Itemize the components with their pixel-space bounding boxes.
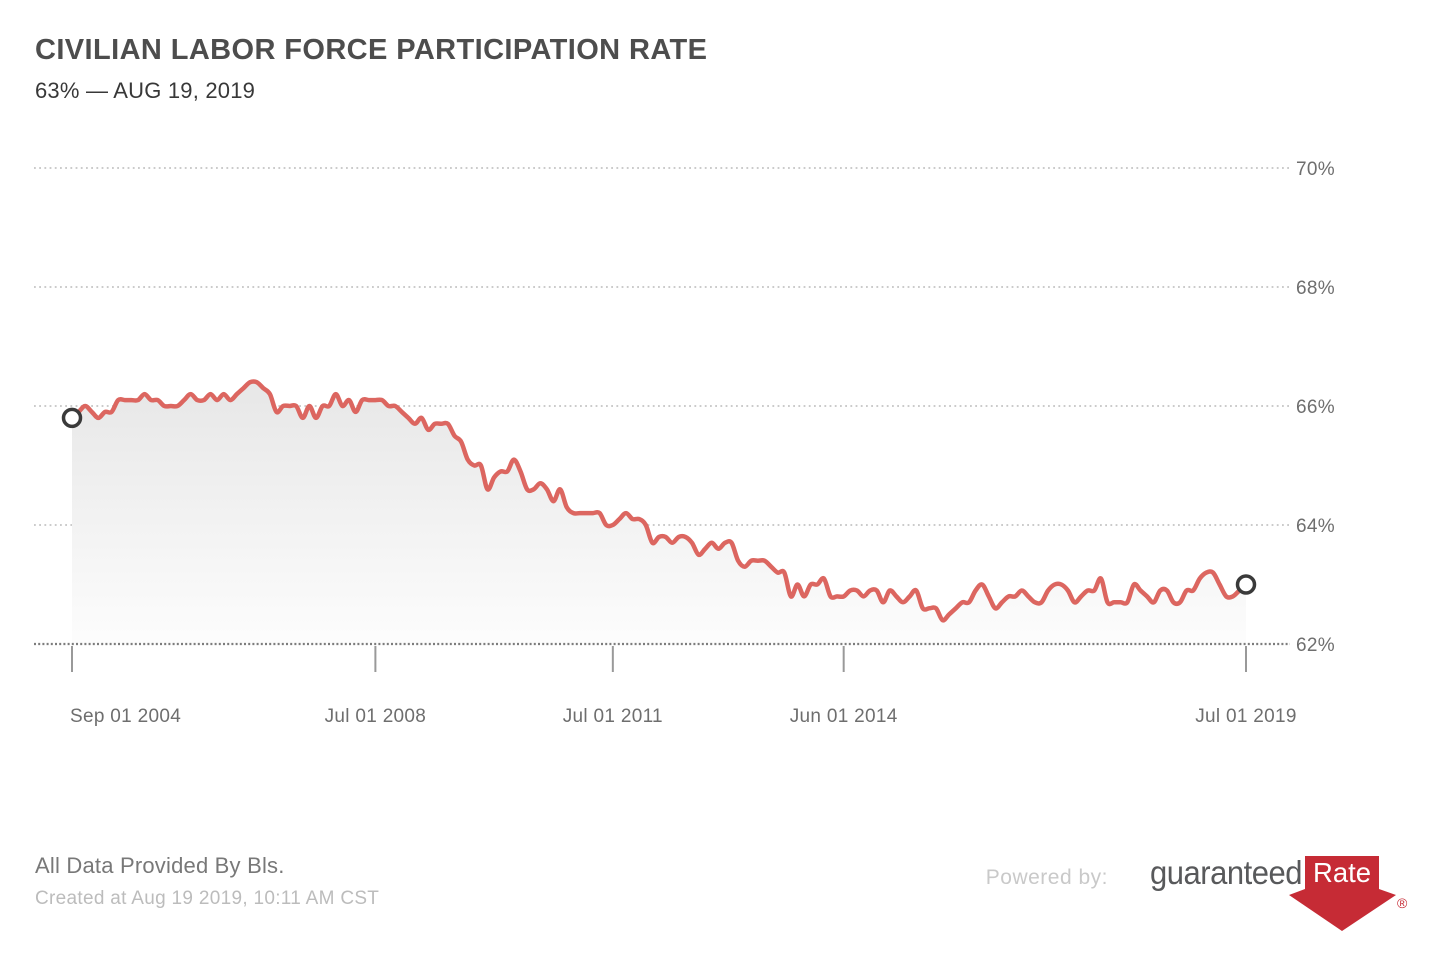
series-area-fill — [72, 381, 1246, 645]
footer-branding: Powered by: guaranteed Rate ® — [986, 850, 1412, 934]
logo-guaranteed-text: guaranteed — [1150, 854, 1302, 891]
data-source-text: All Data Provided By Bls. — [35, 853, 285, 878]
logo-red-box — [1305, 856, 1379, 889]
y-axis-label: 62% — [1296, 635, 1335, 656]
y-axis-label: 66% — [1296, 397, 1335, 418]
series-line — [69, 379, 1249, 623]
powered-by-label: Powered by: — [985, 866, 1108, 889]
chart-footer: All Data Provided By Bls. Created at Aug… — [0, 850, 1440, 970]
x-axis-label: Sep 01 2004 — [70, 706, 181, 727]
y-axis-label: 68% — [1296, 278, 1335, 299]
created-timestamp-text: Created at Aug 19 2019, 10:11 AM CST — [35, 888, 380, 909]
axis-labels: 70% 68% 66% 64% 62% Sep 01 2004 Jul 01 2008 Jul… — [70, 159, 1335, 727]
x-axis — [34, 642, 1290, 672]
logo-arrow-icon — [1289, 889, 1396, 931]
series-layer — [61, 379, 1257, 645]
end-point-marker — [1235, 574, 1257, 595]
logo-rate-text: Rate — [1313, 857, 1371, 888]
y-axis-label: 64% — [1296, 516, 1335, 537]
x-axis-label: Jul 01 2011 — [563, 706, 663, 727]
chart-header: CIVILIAN LABOR FORCE PARTICIPATION RATE … — [35, 34, 707, 104]
page-title: CIVILIAN LABOR FORCE PARTICIPATION RATE — [35, 34, 708, 66]
guaranteed-rate-logo: guaranteed Rate ® — [1150, 854, 1408, 931]
y-axis-label: 70% — [1296, 159, 1335, 180]
x-axis-label: Jun 01 2014 — [790, 706, 898, 727]
start-point-marker — [61, 407, 83, 429]
registered-trademark-icon: ® — [1397, 895, 1408, 911]
page-subtitle: 63% — AUG 19, 2019 — [35, 78, 256, 103]
x-axis-label: Jul 01 2008 — [325, 706, 427, 727]
line-chart-canvas: 70% 68% 66% 64% 62% Sep 01 2004 Jul 01 2008 Jul… — [34, 159, 1335, 727]
footer-attribution: All Data Provided By Bls. Created at Aug… — [35, 853, 379, 910]
x-axis-label: Jul 01 2019 — [1195, 706, 1297, 727]
